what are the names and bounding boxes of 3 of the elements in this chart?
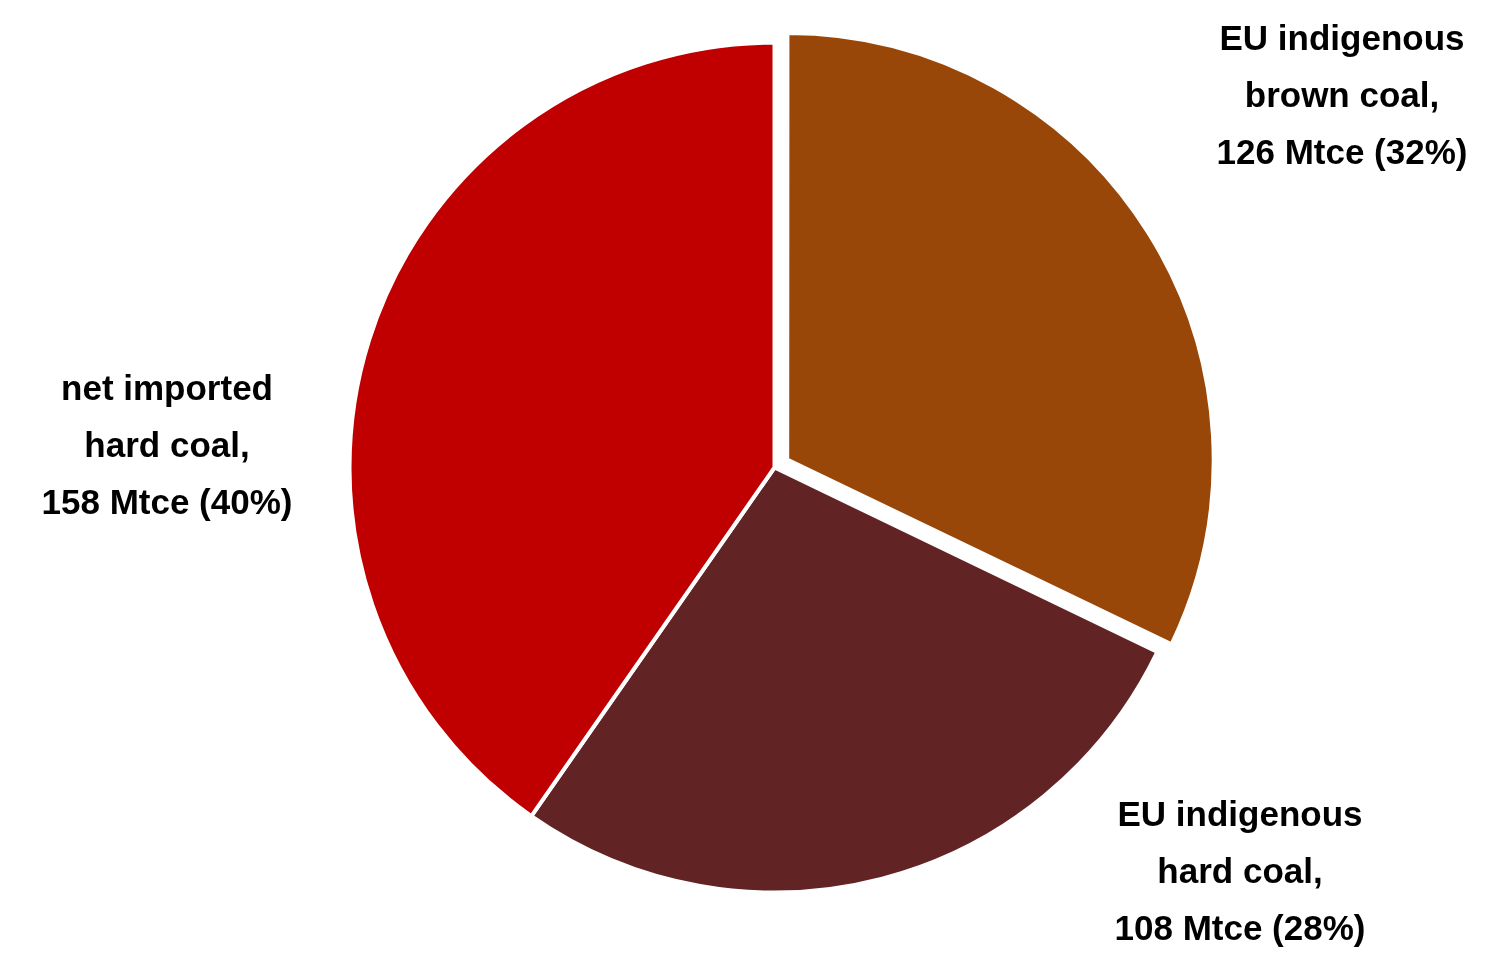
slice-label: net imported hard coal, 158 Mtce (40%) [41, 367, 293, 521]
slice-label: EU indigenous brown coal, 126 Mtce (32%) [1216, 17, 1468, 171]
slice-label: EU indigenous hard coal, 108 Mtce (28%) [1114, 793, 1366, 947]
